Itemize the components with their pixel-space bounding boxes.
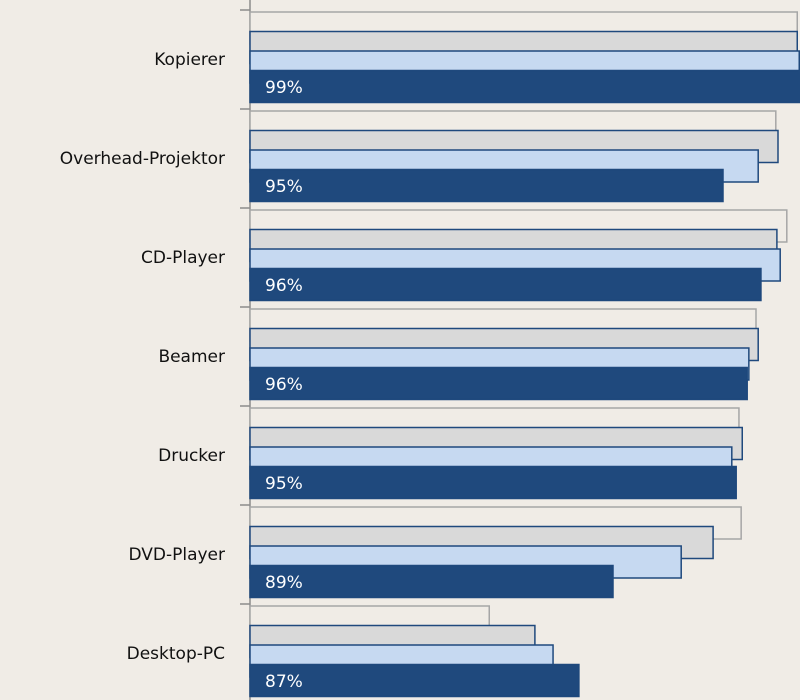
bar-annotation: 95%	[265, 474, 303, 494]
bar	[249, 69, 800, 104]
bar-annotation: 96%	[265, 375, 303, 395]
category-label: Desktop-PC	[127, 644, 225, 664]
bar-annotation: 96%	[265, 276, 303, 296]
category-label: Overhead-Projektor	[60, 149, 225, 169]
bar	[249, 366, 748, 401]
bar	[249, 267, 762, 302]
category-label: DVD-Player	[128, 545, 225, 565]
category-label: Kopierer	[154, 50, 225, 70]
bar-annotation: 99%	[265, 78, 303, 98]
bar	[249, 168, 724, 203]
category-label: CD-Player	[141, 248, 225, 268]
bar-annotation: 89%	[265, 573, 303, 593]
bar	[249, 663, 580, 698]
bar	[249, 465, 737, 500]
bar-annotation: 95%	[265, 177, 303, 197]
category-label: Drucker	[158, 446, 225, 466]
bar	[249, 564, 614, 599]
category-label: Beamer	[158, 347, 225, 367]
bar-annotation: 87%	[265, 672, 303, 692]
